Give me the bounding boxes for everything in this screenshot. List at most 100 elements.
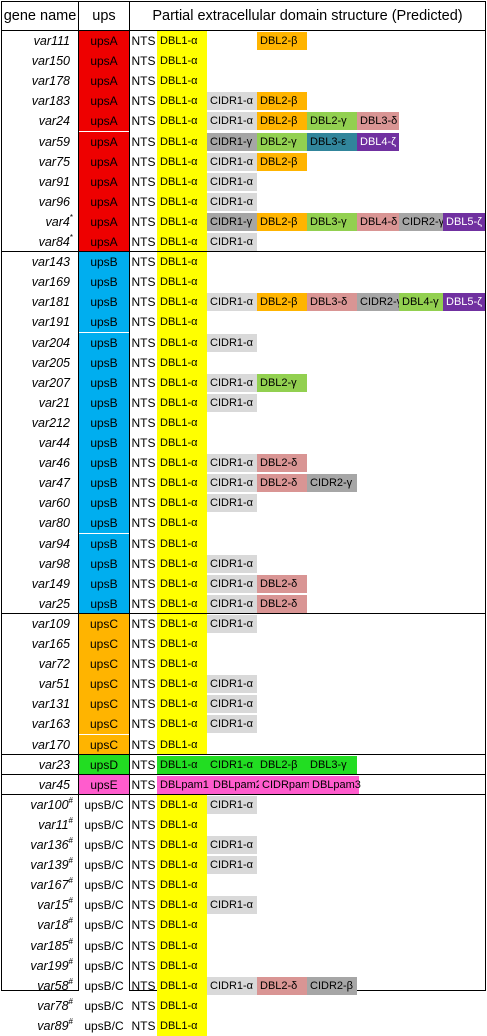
column-divider xyxy=(129,2,130,990)
table-row: var149 upsB NTS DBL1-α CIDR1-α DBL2-δ xyxy=(2,573,485,595)
table-row: var80 upsB NTS DBL1-α xyxy=(2,513,485,534)
gene-footnote-mark: # xyxy=(68,856,73,866)
gene-footnote-mark: # xyxy=(68,795,73,805)
table-row: var51 upsC NTS DBL1-α CIDR1-α xyxy=(2,674,485,695)
domain-block: DBL1-α xyxy=(157,372,207,394)
domain-block: DBL1-α xyxy=(157,975,207,997)
header-ups: ups xyxy=(92,8,116,24)
gene-name-cell: var58# xyxy=(2,976,78,996)
gene-name: var59 xyxy=(38,134,70,149)
domain-block: DBL1-α xyxy=(157,51,207,72)
gene-name: var183 xyxy=(31,94,70,109)
gene-name-cell: var4* xyxy=(2,212,78,232)
domain-block: CIDR1-α xyxy=(207,896,257,915)
gene-name: var139 xyxy=(30,858,69,873)
gene-name-cell: var100# xyxy=(2,795,78,815)
gene-name: var150 xyxy=(31,54,70,69)
gene-name: var23 xyxy=(38,757,70,772)
domain-block: DBL1-α xyxy=(157,895,207,916)
domain-block: CIDR1-α xyxy=(207,795,257,814)
domain-block: DBL1-α xyxy=(157,755,207,774)
table-row: var139# upsB/C NTS DBL1-α CIDR1-α xyxy=(2,855,485,876)
gene-name: var94 xyxy=(38,536,70,551)
gene-name-cell: var89# xyxy=(2,1016,78,1036)
domain-block: DBL1-α xyxy=(157,714,207,735)
gene-name: var96 xyxy=(38,194,70,209)
domain-block: DBL1-α xyxy=(157,1015,207,1036)
nts-cell: NTS xyxy=(131,315,156,330)
table-row: var163 upsC NTS DBL1-α CIDR1-α xyxy=(2,714,485,735)
gene-name: var212 xyxy=(31,415,70,430)
group-separator xyxy=(2,793,485,795)
nts-cell: NTS xyxy=(131,556,156,571)
gene-name-cell: var72 xyxy=(2,654,78,674)
domain-block: CIDR1-α xyxy=(207,554,257,573)
domain-block: DBL1-α xyxy=(157,654,207,675)
nts-cell: NTS xyxy=(131,34,156,48)
ups-cell: upsA xyxy=(79,151,129,172)
table-row: var21 upsB NTS DBL1-α CIDR1-α xyxy=(2,392,485,414)
ups-cell: upsC xyxy=(79,674,129,695)
table-row: var98 upsB NTS DBL1-α CIDR1-α xyxy=(2,553,485,574)
gene-footnote-mark: * xyxy=(69,212,73,222)
nts-cell: NTS xyxy=(131,817,156,832)
table-row: var170 upsC NTS DBL1-α xyxy=(2,734,485,755)
domain-block: DBL1-α xyxy=(157,493,207,514)
gene-name-cell: var80 xyxy=(2,513,78,533)
domain-block: CIDR1-α xyxy=(207,715,257,734)
ups-cell: upsA xyxy=(79,111,129,132)
nts-cell: NTS xyxy=(131,516,156,531)
gene-name-cell: var78# xyxy=(2,996,78,1016)
gene-name-cell: var45 xyxy=(2,775,78,795)
ups-cell: upsA xyxy=(79,71,129,92)
gene-footnote-mark: # xyxy=(68,876,73,886)
table-row: var15# upsB/C NTS DBL1-α CIDR1-α xyxy=(2,895,485,916)
gene-name-cell: var212 xyxy=(2,413,78,433)
ups-cell: upsB xyxy=(79,312,129,333)
domain-block: DBL2-δ xyxy=(257,454,307,473)
gene-name-cell: var169 xyxy=(2,272,78,292)
nts-cell: NTS xyxy=(131,375,156,390)
domain-block: CIDR1-α xyxy=(207,836,257,854)
gene-name: var143 xyxy=(31,255,70,270)
domain-block: CIDR1-α xyxy=(207,172,257,191)
gene-footnote-mark: # xyxy=(68,836,73,845)
domain-block: DBLpam2 xyxy=(210,775,262,794)
table-row: var46 upsB NTS DBL1-α CIDR1-α DBL2-δ xyxy=(2,453,485,474)
ups-cell: upsC xyxy=(79,654,129,675)
gene-name-cell: var46 xyxy=(2,453,78,473)
ups-cell: upsB xyxy=(79,272,129,293)
ups-cell: upsA xyxy=(79,31,129,51)
domain-block: DBL1-α xyxy=(157,232,207,253)
ups-cell: upsA xyxy=(79,51,129,72)
domain-block: CIDR1-α xyxy=(207,474,257,493)
table-row: var191 upsB NTS DBL1-α xyxy=(2,312,485,333)
group-separator xyxy=(2,251,485,253)
ups-cell: upsB xyxy=(79,493,129,514)
ups-cell: upsC xyxy=(79,634,129,654)
table-row: var183 upsA NTS DBL1-α CIDR1-α DBL2-β xyxy=(2,91,485,112)
gene-name-cell: var18# xyxy=(2,915,78,935)
gene-name: var78 xyxy=(37,998,69,1013)
ups-cell: upsA xyxy=(79,191,129,212)
ups-cell: upsB xyxy=(79,372,129,393)
domain-block: CIDRpam xyxy=(259,775,310,794)
domain-block: DBL4-ζ xyxy=(357,132,399,151)
gene-name: var191 xyxy=(31,315,70,330)
nts-cell: NTS xyxy=(131,777,156,792)
nts-cell: NTS xyxy=(131,415,156,430)
domain-block: DBL1-α xyxy=(157,111,207,132)
nts-cell: NTS xyxy=(131,496,156,511)
domain-block: CIDR2-γ xyxy=(307,474,357,493)
gene-name: var44 xyxy=(38,436,70,450)
table-row: var167# upsB/C NTS DBL1-α xyxy=(2,875,485,896)
domain-block: DBL1-α xyxy=(157,252,207,273)
domain-block: DBL5-ζ xyxy=(443,212,485,231)
nts-cell: NTS xyxy=(131,797,156,812)
domain-block: DBL1-α xyxy=(157,151,207,172)
ups-cell: upsC xyxy=(79,734,129,755)
nts-cell: NTS xyxy=(131,938,156,953)
ups-cell: upsB/C xyxy=(79,995,129,1016)
gene-name: var170 xyxy=(31,737,70,752)
nts-cell: NTS xyxy=(131,697,156,712)
